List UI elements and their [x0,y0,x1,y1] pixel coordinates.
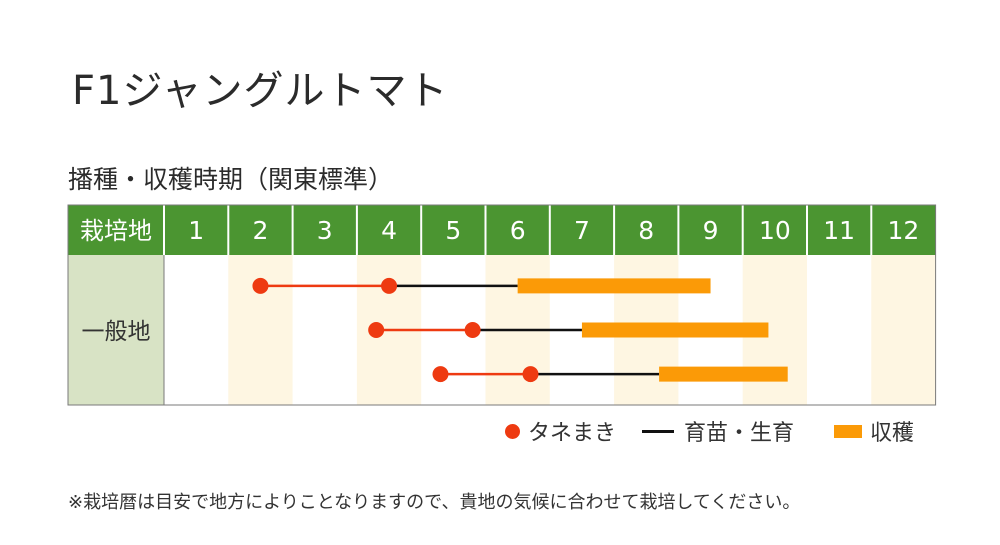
header-row [68,205,936,255]
month-label: 3 [317,216,333,245]
legend-sowing: タネまき [505,415,616,447]
month-label: 11 [823,216,855,245]
legend-growing-label: 育苗・生育 [684,421,795,446]
legend-growing: 育苗・生育 [642,415,794,447]
sowing-end-dot [381,277,398,294]
sowing-end-dot [464,322,481,338]
shaded-month-column [228,255,293,405]
month-label: 4 [381,216,397,245]
legend-harvest-label: 収穫 [870,421,915,446]
chart-border [67,204,937,406]
month-label: 5 [445,216,461,245]
chart-subtitle: 播種・収穫時期（関東標準） [68,165,394,194]
page-title: F1ジャングルトマト [72,68,449,114]
sowing-start-dot [368,322,385,338]
month-label: 8 [638,216,654,245]
harvest-period-bar [659,366,788,382]
sowing-start-dot [432,366,449,383]
region-label: 一般地 [82,319,151,345]
sowing-start-dot [252,277,269,294]
header-label: 栽培地 [80,217,152,245]
harvest-period-bar [581,322,769,338]
shaded-month-column [871,255,936,405]
month-label: 7 [574,216,590,245]
harvest-bar-icon [834,424,863,438]
region-label-cell [68,255,164,405]
month-label: 6 [510,216,526,245]
growing-line-icon [642,429,675,433]
month-label: 1 [188,216,204,245]
harvest-period-bar [517,278,711,294]
sowing-dot-icon [505,423,520,439]
month-label: 12 [888,216,920,245]
legend-sowing-label: タネまき [528,421,617,446]
legend-harvest: 収穫 [820,415,914,447]
footnote: ※栽培暦は目安で地方によりことなりますので、貴地の気候に合わせて栽培してください… [68,492,801,513]
sowing-end-dot [522,366,539,383]
month-label: 2 [252,216,268,245]
month-label: 10 [759,216,791,245]
month-label: 9 [703,216,719,245]
chart-legend: タネまき 育苗・生育 収穫 [505,415,940,447]
